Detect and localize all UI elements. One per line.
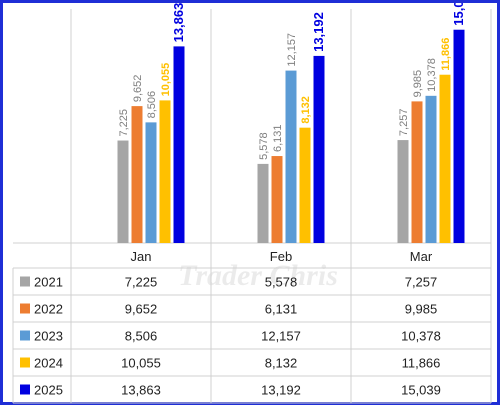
table-cell-2021-Jan: 7,225 xyxy=(125,275,158,290)
table-cell-2025-Mar: 15,039 xyxy=(401,383,441,398)
category-label-Mar: Mar xyxy=(410,249,433,264)
bar-label-2022-Jan: 9,652 xyxy=(132,75,144,103)
bar-2025-Jan xyxy=(173,46,185,243)
table-cell-2022-Feb: 6,131 xyxy=(265,302,298,317)
legend-label-2023: 2023 xyxy=(34,329,63,344)
legend-label-2021: 2021 xyxy=(34,275,63,290)
bar-2023-Feb xyxy=(285,70,297,243)
table-cell-2024-Mar: 11,866 xyxy=(402,356,441,371)
bar-2022-Feb xyxy=(271,156,283,243)
legend-key-2023 xyxy=(20,330,30,341)
legend-label-2024: 2024 xyxy=(34,356,63,371)
bar-2021-Feb xyxy=(257,163,269,243)
table-cell-2023-Feb: 12,157 xyxy=(261,329,301,344)
bar-label-2023-Feb: 12,157 xyxy=(286,33,298,67)
table-cell-2022-Mar: 9,985 xyxy=(405,302,438,317)
bar-label-2023-Mar: 10,378 xyxy=(426,58,438,92)
bar-label-2025-Mar: 15,039 xyxy=(451,3,466,26)
bar-2023-Jan xyxy=(145,122,157,243)
table-cell-2021-Mar: 7,257 xyxy=(405,275,438,290)
bar-label-2021-Feb: 5,578 xyxy=(258,132,270,160)
table-cell-2022-Jan: 9,652 xyxy=(125,302,158,317)
table-cell-2025-Jan: 13,863 xyxy=(121,383,161,398)
bar-2024-Mar xyxy=(439,74,451,244)
table-cell-2023-Jan: 8,506 xyxy=(125,329,158,344)
table-cell-2024-Feb: 8,132 xyxy=(265,356,298,371)
bar-label-2024-Jan: 10,055 xyxy=(160,63,172,97)
data-table: Jan Feb Mar 2021 7,225 5,578 7,257 2022 9,652 6,1… xyxy=(20,249,441,398)
bar-2022-Mar xyxy=(411,101,423,243)
legend-key-2022 xyxy=(20,303,30,314)
watermark: Trader Chris xyxy=(178,259,338,292)
bar-label-2024-Mar: 11,866 xyxy=(440,38,452,71)
bar-2025-Feb xyxy=(313,55,325,244)
bar-label-2021-Jan: 7,225 xyxy=(118,109,130,137)
bar-label-2021-Mar: 7,257 xyxy=(398,109,410,137)
category-label-Feb: Feb xyxy=(270,249,292,264)
table-cell-2025-Feb: 13,192 xyxy=(261,383,301,398)
bar-2022-Jan xyxy=(131,106,143,243)
legend-label-2025: 2025 xyxy=(34,383,63,398)
plot-grid xyxy=(12,9,492,404)
bar-2024-Jan xyxy=(159,100,171,243)
bars xyxy=(117,29,465,244)
bar-label-2025-Feb: 13,192 xyxy=(311,12,326,52)
bar-2025-Mar xyxy=(453,29,465,244)
table-cell-2021-Feb: 5,578 xyxy=(265,275,298,290)
bar-label-2024-Feb: 8,132 xyxy=(300,96,312,124)
legend-key-2021 xyxy=(20,276,30,287)
bar-2021-Mar xyxy=(397,140,409,243)
bar-chart-with-data-table: Trader Chris 7,2259,6528,50610,05513,863… xyxy=(12,3,492,404)
bar-label-2023-Jan: 8,506 xyxy=(146,91,158,119)
bar-label-2022-Feb: 6,131 xyxy=(272,125,284,153)
legend-label-2022: 2022 xyxy=(34,302,63,317)
table-cell-2023-Mar: 10,378 xyxy=(401,329,441,344)
legend-key-2025 xyxy=(20,384,30,395)
bar-2023-Mar xyxy=(425,95,437,243)
bar-2024-Feb xyxy=(299,127,311,243)
bar-2021-Jan xyxy=(117,140,129,243)
category-label-Jan: Jan xyxy=(131,249,152,264)
bar-label-2022-Mar: 9,985 xyxy=(412,70,424,98)
legend-key-2024 xyxy=(20,357,30,368)
bar-label-2025-Jan: 13,863 xyxy=(171,3,186,42)
table-cell-2024-Jan: 10,055 xyxy=(121,356,161,371)
